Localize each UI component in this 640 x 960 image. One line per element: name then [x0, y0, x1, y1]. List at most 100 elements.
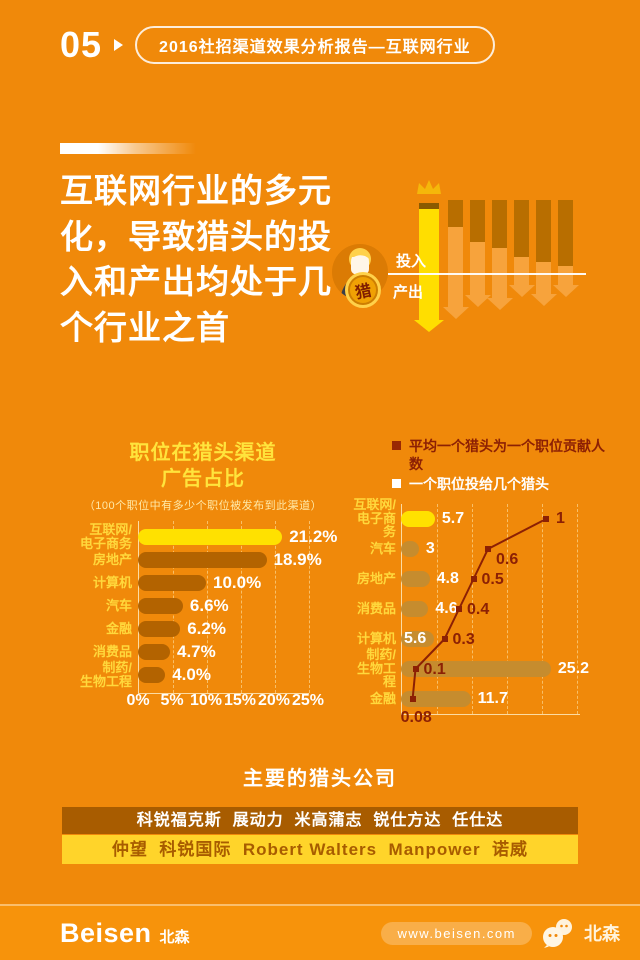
right-chart: 平均一个猎头为一个职位贡献人数 一个职位投给几个猎头 互联网/ 电子商务 5.7…: [346, 438, 626, 726]
category-label: 消费品: [356, 600, 396, 616]
bar: [138, 551, 267, 568]
bar: [401, 510, 435, 527]
chart-row: 消费品 4.7%: [58, 640, 348, 663]
heading-line: 入和产出均处于几: [60, 263, 332, 301]
category-label: 金融: [369, 690, 396, 706]
left-chart-title: 职位在猎头渠道 广告占比: [58, 440, 348, 492]
value-label: 6.6%: [189, 595, 229, 615]
gridline: [507, 503, 508, 714]
value-label: 4.6: [435, 599, 458, 617]
report-title-pill: 2016社招渠道效果分析报告—互联网行业: [135, 26, 495, 64]
bar: [401, 660, 551, 677]
legend-label: 平均一个猎头为一个职位贡献人数: [409, 438, 605, 472]
headhunter-companies-section: 主要的猎头公司 科锐福克斯 展动力 米高蒲志 锐仕方达 任仕达 仲望 科锐国际 …: [0, 762, 640, 864]
chart-row: 互联网/ 电子商务 21.2%: [58, 522, 348, 549]
companies-title: 主要的猎头公司: [243, 768, 397, 790]
line-point: [409, 695, 416, 702]
x-tick: 25%: [291, 692, 325, 709]
arrow-column: [530, 200, 557, 306]
gridline: [275, 521, 276, 693]
chart-row: 房地产 4.8: [346, 564, 626, 594]
logo-chinese: 北森: [159, 928, 190, 946]
value-label: 25.2: [557, 659, 590, 677]
chart-row: 消费品 4.6: [346, 594, 626, 624]
category-label: 制药/ 生物工程: [79, 659, 132, 689]
arrow-column: [552, 200, 579, 297]
bar: [138, 597, 183, 614]
value-label: 5.6: [404, 629, 427, 647]
arrow-column-champion: [414, 203, 444, 332]
legend-swatch-bar: [392, 479, 401, 488]
coin-character: 猎: [353, 282, 374, 303]
bar: [401, 540, 419, 557]
left-chart-plot: 互联网/ 电子商务 21.2% 房地产 18.9% 计算机 10.0% 汽车 6…: [58, 521, 348, 694]
chart-row: 汽车 3: [346, 534, 626, 564]
value-label: 18.9%: [273, 549, 322, 569]
chart-row: 金融 6.2%: [58, 617, 348, 640]
bar: [138, 620, 181, 637]
gridline: [437, 503, 438, 714]
gridline: [577, 503, 578, 714]
input-output-illustration: 投入 产出 猎: [330, 178, 590, 340]
title-line: 广告占比: [161, 468, 245, 490]
line-series: [411, 517, 547, 699]
line-value-label: 0.3: [452, 630, 475, 648]
arrow-column: [442, 200, 469, 319]
bar: [138, 528, 283, 545]
category-label: 消费品: [92, 643, 132, 659]
gridline: [207, 521, 208, 693]
legend-item: 一个职位投给几个猎头: [392, 476, 607, 494]
value-label: 4.8: [436, 569, 459, 587]
line-point: [412, 665, 419, 672]
legend-label: 一个职位投给几个猎头: [409, 476, 549, 492]
category-label: 汽车: [369, 540, 396, 556]
legend: 平均一个猎头为一个职位贡献人数 一个职位投给几个猎头: [392, 438, 607, 494]
companies-row-2: 仲望 科锐国际 Robert Walters Manpower 诺威: [62, 835, 578, 864]
bar: [401, 690, 471, 707]
intro-heading: 互联网行业的多元 化，导致猎头的投 入和产出均处于几 个行业之首: [60, 168, 340, 350]
value-label: 4.0%: [172, 664, 211, 684]
line-series-overlay: 1 0.6 0.5 0.4 0.3 0.1 0.08: [401, 504, 579, 726]
value-label: 3: [425, 539, 435, 557]
heading-line: 个行业之首: [60, 308, 230, 346]
chart-row: 汽车 6.6%: [58, 594, 348, 617]
category-label: 计算机: [356, 630, 396, 646]
gridline: [309, 521, 310, 693]
heading-line: 互联网行业的多元: [60, 172, 332, 209]
arrow-column: [486, 200, 513, 310]
heading-line: 化，导致猎头的投: [60, 217, 332, 255]
title-line: 职位在猎头渠道: [129, 442, 277, 464]
category-label: 互联网/ 电子商务: [353, 497, 396, 540]
legend-item: 平均一个猎头为一个职位贡献人数: [392, 438, 607, 473]
wechat-account-name: 北森: [584, 924, 620, 944]
website-url[interactable]: www.beisen.com: [381, 921, 532, 945]
x-axis-ticks: 0% 5% 10% 15% 20% 25%: [126, 692, 348, 714]
category-label: 房地产: [356, 570, 396, 586]
footer: Beisen 北森 www.beisen.com 北森: [0, 904, 640, 960]
chart-row: 制药/ 生物工程 25.2: [346, 648, 626, 689]
chart-row: 制药/ 生物工程 4.0%: [58, 659, 348, 689]
chart-row: 计算机 10.0%: [58, 571, 348, 594]
crown-icon: [417, 180, 441, 194]
x-tick: 10%: [189, 692, 223, 709]
value-label: 5.7: [441, 509, 465, 527]
line-value-label: 0.5: [481, 570, 504, 588]
triangle-icon: [114, 39, 124, 51]
line-value-label: 0.6: [496, 550, 519, 568]
line-point: [543, 515, 549, 522]
x-tick: 15%: [223, 692, 257, 709]
beisen-logo: Beisen 北森: [60, 918, 190, 949]
left-chart-subtitle: （100个职位中有多少个职位被发布到此渠道）: [83, 500, 323, 512]
input-label: 投入: [396, 253, 427, 270]
footer-right: www.beisen.com 北森: [381, 917, 620, 949]
logo-latin: Beisen: [60, 917, 152, 948]
gridline: [472, 503, 473, 714]
chart-row: 互联网/ 电子商务 5.7: [346, 498, 626, 539]
bar: [401, 600, 429, 617]
value-label: 21.2%: [289, 526, 338, 546]
input-output-divider: [388, 273, 586, 275]
line-point: [441, 635, 448, 642]
wechat-icon: [543, 919, 572, 948]
bar: [401, 570, 430, 587]
